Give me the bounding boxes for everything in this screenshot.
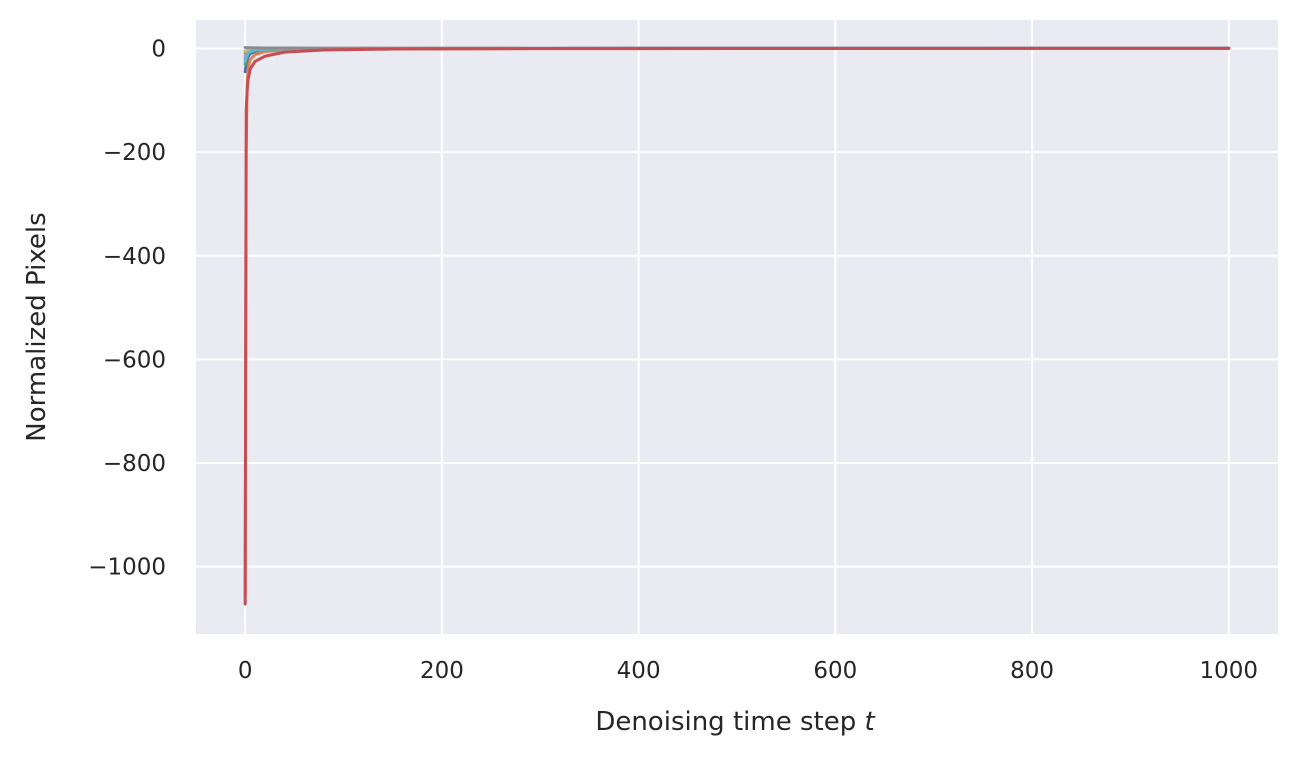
x-tick-labels: 0 200 400 600 800 1000 [238, 658, 1258, 684]
y-tick-label: −600 [103, 347, 166, 373]
y-tick-labels: 0 −200 −400 −600 −800 −1000 [88, 36, 166, 580]
y-tick-label: −200 [103, 140, 166, 166]
x-tick-label: 200 [420, 658, 464, 684]
x-tick-label: 1000 [1200, 658, 1259, 684]
x-axis-label: Denoising time step t [595, 707, 875, 737]
x-tick-label: 800 [1010, 658, 1054, 684]
series-lines [243, 45, 1231, 606]
series-line-10 [243, 46, 1231, 606]
y-tick-label: −800 [103, 451, 166, 477]
y-tick-label: −1000 [88, 555, 166, 581]
y-tick-label: 0 [151, 36, 166, 62]
plot-area [196, 20, 1278, 634]
x-tick-label: 0 [238, 658, 253, 684]
x-tick-label: 400 [617, 658, 661, 684]
y-axis-label: Normalized Pixels [22, 212, 52, 441]
x-tick-label: 600 [813, 658, 857, 684]
y-tick-label: −400 [103, 244, 166, 270]
